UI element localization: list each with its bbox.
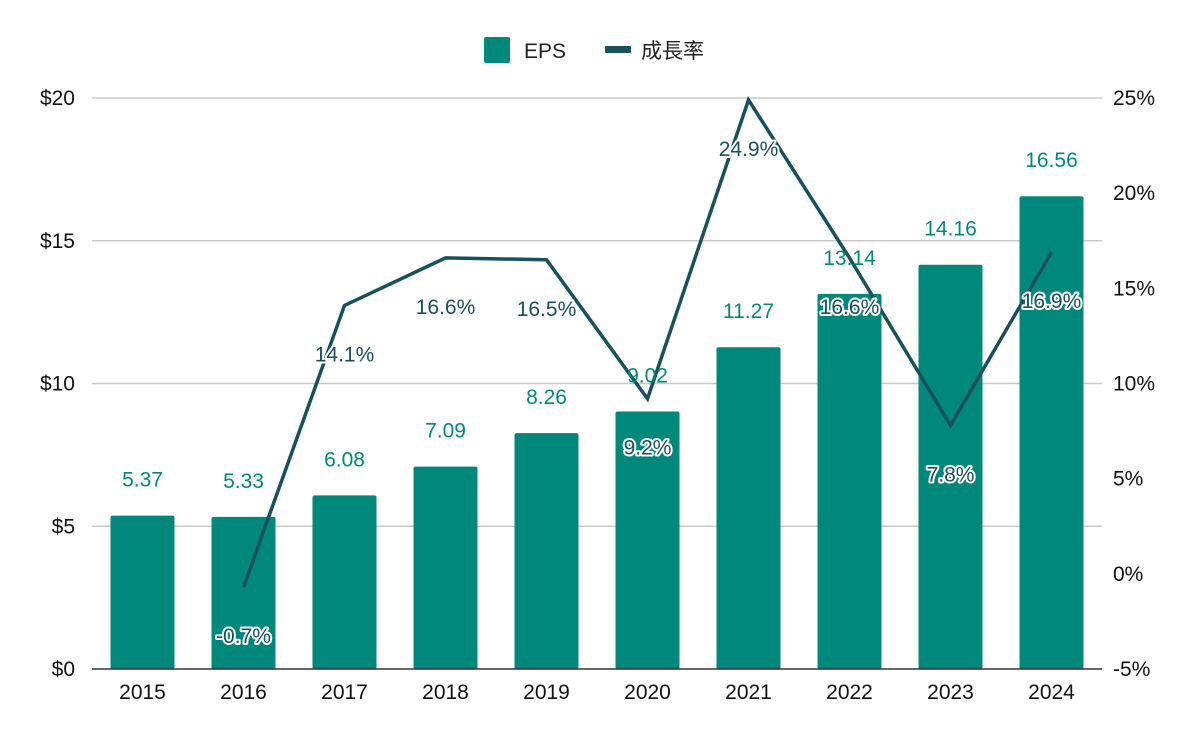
line-value-label: 16.6%: [416, 296, 476, 319]
bar-value-label: 16.56: [1025, 149, 1078, 172]
eps-bars: [110, 196, 1084, 669]
y-right-tick-label: 25%: [1113, 87, 1155, 110]
line-value-label: 16.5%: [517, 298, 577, 321]
y-right-tick-label: 0%: [1113, 563, 1143, 586]
bar-eps-2024: [1019, 196, 1084, 669]
bar-value-label: 14.16: [924, 218, 977, 241]
bar-value-label: 6.08: [324, 448, 365, 471]
y-right-tick-label: -5%: [1113, 658, 1150, 681]
bar-value-label: 5.37: [122, 469, 163, 492]
x-tick-label: 2018: [422, 681, 469, 704]
y-left-tick-label: $10: [40, 373, 75, 396]
legend-growth-swatch: [605, 46, 631, 53]
bar-eps-2017: [312, 495, 377, 669]
y-left-tick-label: $15: [40, 230, 75, 253]
line-value-label: 16.6%: [820, 296, 880, 319]
growth-line: [241, 95, 1054, 588]
bar-eps-2015: [110, 515, 175, 669]
y-left-tick-label: $20: [40, 87, 75, 110]
line-value-label: 14.1%: [315, 343, 375, 366]
line-value-label: 16.9%: [1022, 290, 1082, 313]
x-tick-label: 2024: [1028, 681, 1075, 704]
data-labels: 5.37 5.33 6.08 7.09 8.26 9.02 11.27 13.14 14.16 1…: [122, 136, 1083, 650]
bar-value-label: 5.33: [223, 470, 264, 493]
line-value-label: -0.7%: [216, 625, 271, 648]
x-tick-label: 2016: [220, 681, 267, 704]
bar-eps-2019: [514, 433, 579, 669]
legend[interactable]: EPS 成長率: [484, 37, 704, 63]
bar-eps-2018: [413, 466, 478, 669]
x-tick-label: 2015: [119, 681, 166, 704]
bar-value-label: 9.02: [627, 364, 668, 387]
x-tick-label: 2019: [523, 681, 570, 704]
line-value-label: 24.9%: [719, 138, 779, 161]
legend-eps-label: EPS: [524, 40, 566, 63]
bar-eps-2020: [615, 411, 680, 669]
legend-growth-label: 成長率: [641, 40, 704, 63]
line-value-label: 7.8%: [927, 463, 975, 486]
y-right-tick-label: 20%: [1113, 182, 1155, 205]
bar-eps-2016: [211, 516, 276, 669]
legend-eps-swatch: [484, 37, 510, 63]
growth-line-path: [241, 95, 1054, 588]
x-tick-label: 2023: [927, 681, 974, 704]
y-right-tick-label: 10%: [1113, 373, 1155, 396]
bar-value-label: 8.26: [526, 386, 567, 409]
line-value-label: 9.2%: [624, 437, 672, 460]
bar-eps-2022: [817, 293, 882, 669]
y-left-tick-label: $5: [52, 515, 75, 538]
bar-value-label: 11.27: [723, 300, 774, 323]
x-tick-label: 2022: [826, 681, 873, 704]
y-right-tick-label: 15%: [1113, 277, 1155, 300]
bar-eps-2021: [716, 347, 781, 669]
x-tick-label: 2020: [624, 681, 671, 704]
y-right-tick-label: 5%: [1113, 468, 1143, 491]
axes: $0 $5 $10 $15 $20 -5% 0% 5% 10% 15% 20% 25% 2015 2016…: [40, 87, 1155, 704]
bar-value-label: 13.14: [823, 247, 876, 270]
bar-value-label: 7.09: [425, 420, 466, 443]
y-left-tick-label: $0: [52, 658, 75, 681]
bar-eps-2023: [918, 264, 983, 669]
x-tick-label: 2017: [321, 681, 368, 704]
x-tick-label: 2021: [725, 681, 772, 704]
